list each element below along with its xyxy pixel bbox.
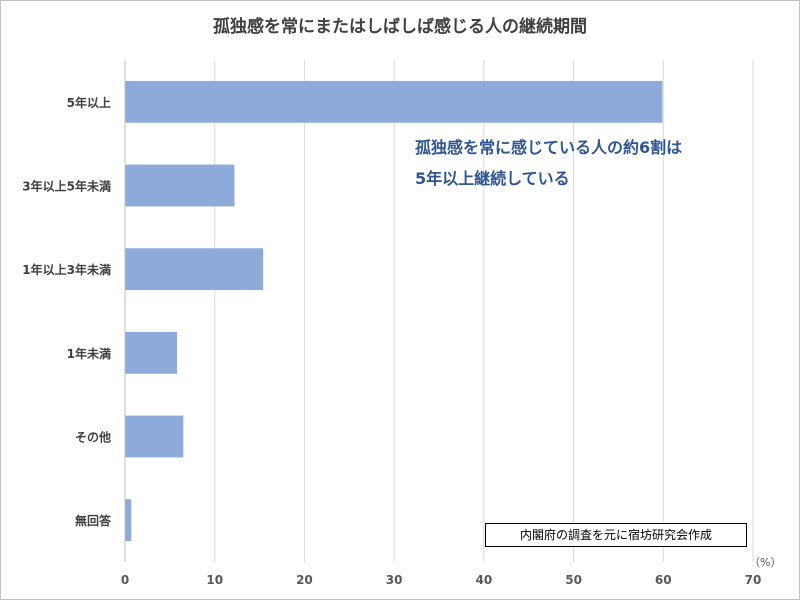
category-label: その他 (75, 430, 111, 445)
annotation-line-2: 5年以上継続している (415, 169, 570, 188)
source-note: 内閣府の調査を元に宿坊研究会作成 (485, 523, 747, 547)
bar (125, 499, 132, 542)
bar (125, 331, 178, 374)
bar (125, 164, 235, 207)
x-tick-label: 30 (386, 573, 403, 587)
x-tick-label: 40 (476, 573, 493, 587)
category-label: 5年以上 (67, 95, 111, 110)
x-axis-unit: （%） (749, 556, 781, 569)
x-tick-label: 20 (296, 573, 313, 587)
chart-annotation: 孤独感を常に感じている人の約6割は 5年以上継続している (415, 132, 682, 194)
x-tick-label: 50 (565, 573, 582, 587)
category-label: 無回答 (75, 513, 112, 528)
chart-title: 孤独感を常にまたはしばしば感じる人の継続期間 (213, 17, 587, 37)
x-tick-label: 0 (121, 573, 129, 587)
bar (125, 80, 663, 123)
bar (125, 248, 264, 291)
category-label: 1年未満 (67, 346, 111, 361)
annotation-line-1: 孤独感を常に感じている人の約6割は (415, 138, 683, 157)
bar (125, 415, 184, 458)
category-label: 1年以上3年未満 (22, 262, 111, 277)
category-label: 3年以上5年未満 (22, 179, 111, 194)
x-tick-label: 10 (206, 573, 223, 587)
x-tick-label: 60 (655, 573, 672, 587)
x-tick-label: 70 (745, 573, 762, 587)
